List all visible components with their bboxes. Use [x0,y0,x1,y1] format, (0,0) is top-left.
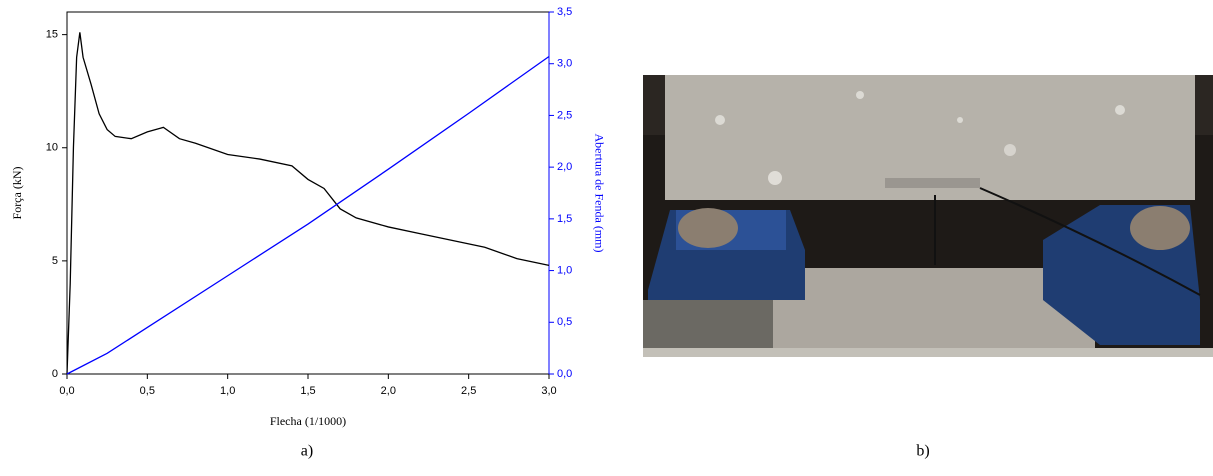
x-tick-label: 1,5 [300,385,315,397]
y-tick-label: 5 [52,255,58,267]
y2-tick-label: 0,5 [557,316,572,328]
y2-tick-label: 1,0 [557,264,572,276]
x-tick-label: 1,0 [220,385,235,397]
caption: a) [301,443,313,460]
caption: b) [916,443,929,460]
y-tick-label: 15 [46,29,58,41]
photo [643,75,1213,357]
x-tick-label: 0,0 [59,385,74,397]
y2-tick-label: 3,5 [557,6,572,18]
y-tick-label: 0 [52,368,58,380]
y2-tick-label: 2,0 [557,161,572,173]
x-tick-label: 2,0 [381,385,396,397]
y2-tick-label: 0,0 [557,368,572,380]
series-line [66,55,550,375]
plot-frame [66,11,550,375]
x-tick-label: 0,5 [140,385,155,397]
y2-axis-label: Abertura de Fenda (mm) [592,134,606,253]
y2-tick-label: 3,0 [557,58,572,70]
y2-tick-label: 1,5 [557,213,572,225]
y2-tick-label: 2,5 [557,109,572,121]
x-tick-label: 2,5 [461,385,476,397]
x-axis-label: Flecha (1/1000) [270,414,346,428]
y-axis-label: Força (kN) [10,167,24,220]
y-tick-label: 10 [46,142,58,154]
x-tick-label: 3,0 [541,385,556,397]
series-line [66,32,550,375]
